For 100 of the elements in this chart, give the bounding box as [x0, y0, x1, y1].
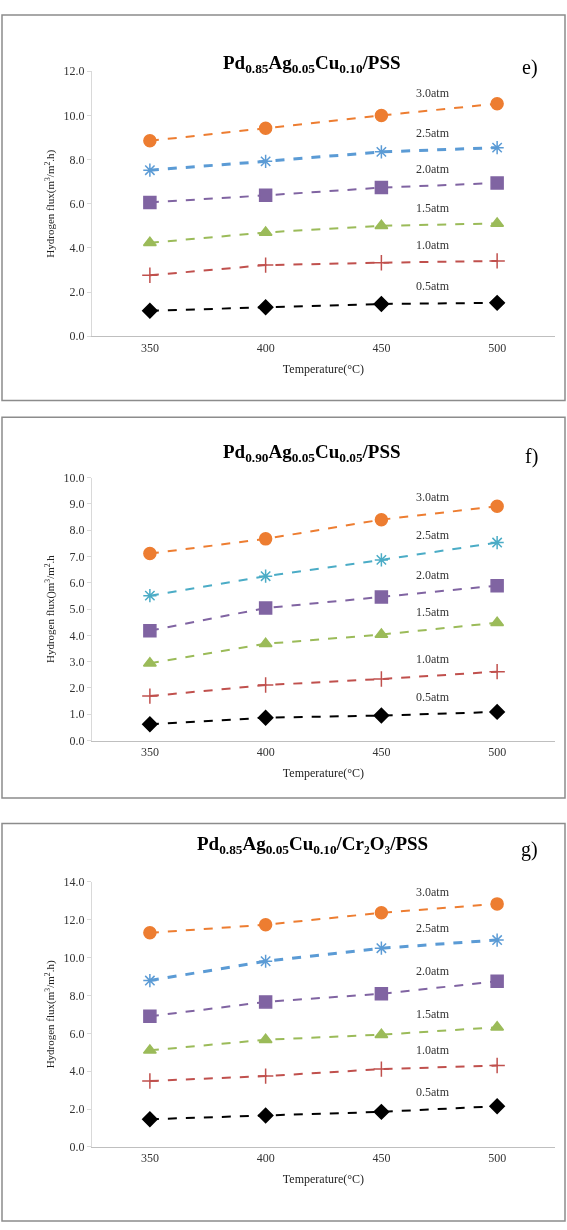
- y-tick-label: 4.0: [69, 1064, 85, 1079]
- chart-title: Pd$_{0.85}$Ag$_{0.05}$Cu$_{0.10}$/PSS: [223, 52, 401, 76]
- y-tick-label: 9.0: [69, 497, 85, 512]
- y-tick-label: 7.0: [69, 549, 85, 564]
- point: [373, 296, 390, 312]
- y-tick-label: 8.0: [69, 988, 85, 1003]
- series-label: 1.0atm: [416, 652, 450, 666]
- y-tick-label: 4.0: [69, 241, 85, 256]
- point: [374, 219, 389, 230]
- series-label: 2.0atm: [416, 568, 450, 582]
- point: [490, 578, 504, 593]
- point: [143, 926, 157, 940]
- text: f): [525, 445, 539, 468]
- point: [257, 299, 274, 316]
- point: [489, 1098, 506, 1115]
- x-tick-label: 450: [372, 744, 391, 759]
- x-axis-title: Temperature(°C): [282, 1172, 365, 1187]
- point: [257, 709, 274, 726]
- y-tick-label: 6.0: [69, 196, 85, 211]
- point: [489, 703, 506, 720]
- point: [141, 716, 158, 733]
- series-label: 2.0atm: [416, 162, 450, 176]
- point: [372, 670, 390, 688]
- x-tick-label: 400: [256, 744, 275, 759]
- point: [258, 637, 273, 648]
- point: [258, 121, 273, 135]
- point: [143, 623, 157, 638]
- y-tick-label: 8.0: [69, 523, 85, 538]
- x-tick-label: 350: [140, 1151, 159, 1166]
- point: [374, 552, 389, 568]
- point: [258, 568, 273, 584]
- x-axis-title: Temperature(°C): [282, 361, 365, 376]
- x-tick-label: 500: [488, 1151, 507, 1166]
- point: [490, 616, 505, 627]
- point: [258, 188, 273, 203]
- y-tick-label: 10.0: [63, 950, 85, 965]
- point: [374, 108, 389, 123]
- y-tick-label: 10.0: [63, 108, 85, 123]
- series-label: 0.5atm: [416, 279, 450, 293]
- point: [489, 535, 505, 550]
- x-tick-label: 350: [140, 744, 159, 759]
- point: [143, 1009, 157, 1024]
- point: [142, 656, 157, 667]
- y-tick-label: 2.0: [69, 1102, 85, 1117]
- x-axis-title: Temperature(°C): [282, 765, 365, 780]
- y-tick-label: 1.0: [69, 707, 85, 722]
- point: [142, 973, 158, 988]
- point: [374, 628, 389, 639]
- point: [488, 663, 506, 681]
- point: [374, 906, 389, 920]
- series-label: 3.0atm: [416, 86, 450, 100]
- series-label: 0.5atm: [416, 1085, 450, 1099]
- y-tick-label: 0.0: [69, 329, 85, 344]
- point: [143, 134, 157, 148]
- x-tick-label: 450: [372, 1151, 391, 1166]
- chart-title: Pd$_{0.90}$Ag$_{0.05}$Cu$_{0.05}$/PSS: [223, 441, 401, 465]
- point: [490, 499, 504, 513]
- point: [488, 252, 506, 270]
- series-label: 3.0atm: [416, 490, 450, 504]
- point: [372, 1060, 390, 1078]
- point: [257, 1107, 274, 1124]
- series-label: 3.0atm: [416, 885, 450, 899]
- point: [373, 1103, 390, 1120]
- point: [258, 953, 273, 969]
- annotation: e): [522, 56, 538, 79]
- point: [141, 266, 159, 284]
- point: [374, 987, 389, 1001]
- point: [258, 601, 273, 615]
- y-tick-label: 2.0: [69, 285, 85, 300]
- point: [143, 195, 157, 210]
- y-tick-label: 8.0: [69, 152, 85, 167]
- series-label: 1.5atm: [416, 1007, 450, 1021]
- point: [257, 1067, 275, 1085]
- series-label: 2.5atm: [416, 921, 450, 935]
- y-tick-label: 12.0: [63, 64, 85, 79]
- series-label: 2.0atm: [416, 964, 450, 978]
- point: [141, 1111, 158, 1128]
- point: [141, 1072, 159, 1090]
- point: [489, 140, 505, 155]
- series-label: 1.5atm: [416, 605, 450, 619]
- y-tick-label: 5.0: [69, 602, 85, 617]
- series-label: 0.5atm: [416, 690, 450, 704]
- point: [374, 1028, 389, 1039]
- text: g): [521, 838, 538, 861]
- point: [488, 1057, 506, 1074]
- point: [257, 676, 275, 694]
- point: [143, 546, 157, 561]
- y-tick-label: 10.0: [63, 470, 85, 485]
- point: [258, 917, 273, 932]
- y-tick-label: 0.0: [69, 733, 85, 748]
- point: [141, 687, 159, 705]
- point: [142, 236, 157, 247]
- point: [490, 96, 504, 111]
- series-label: 1.5atm: [416, 201, 450, 215]
- chart-title: Pd$_{0.85}$Ag$_{0.05}$Cu$_{0.10}$/Cr₂O₃/PSS: [197, 833, 429, 857]
- point: [373, 707, 390, 724]
- x-tick-label: 450: [372, 340, 391, 355]
- y-tick-label: 6.0: [69, 1026, 85, 1041]
- point: [258, 995, 273, 1009]
- x-tick-label: 500: [488, 744, 507, 759]
